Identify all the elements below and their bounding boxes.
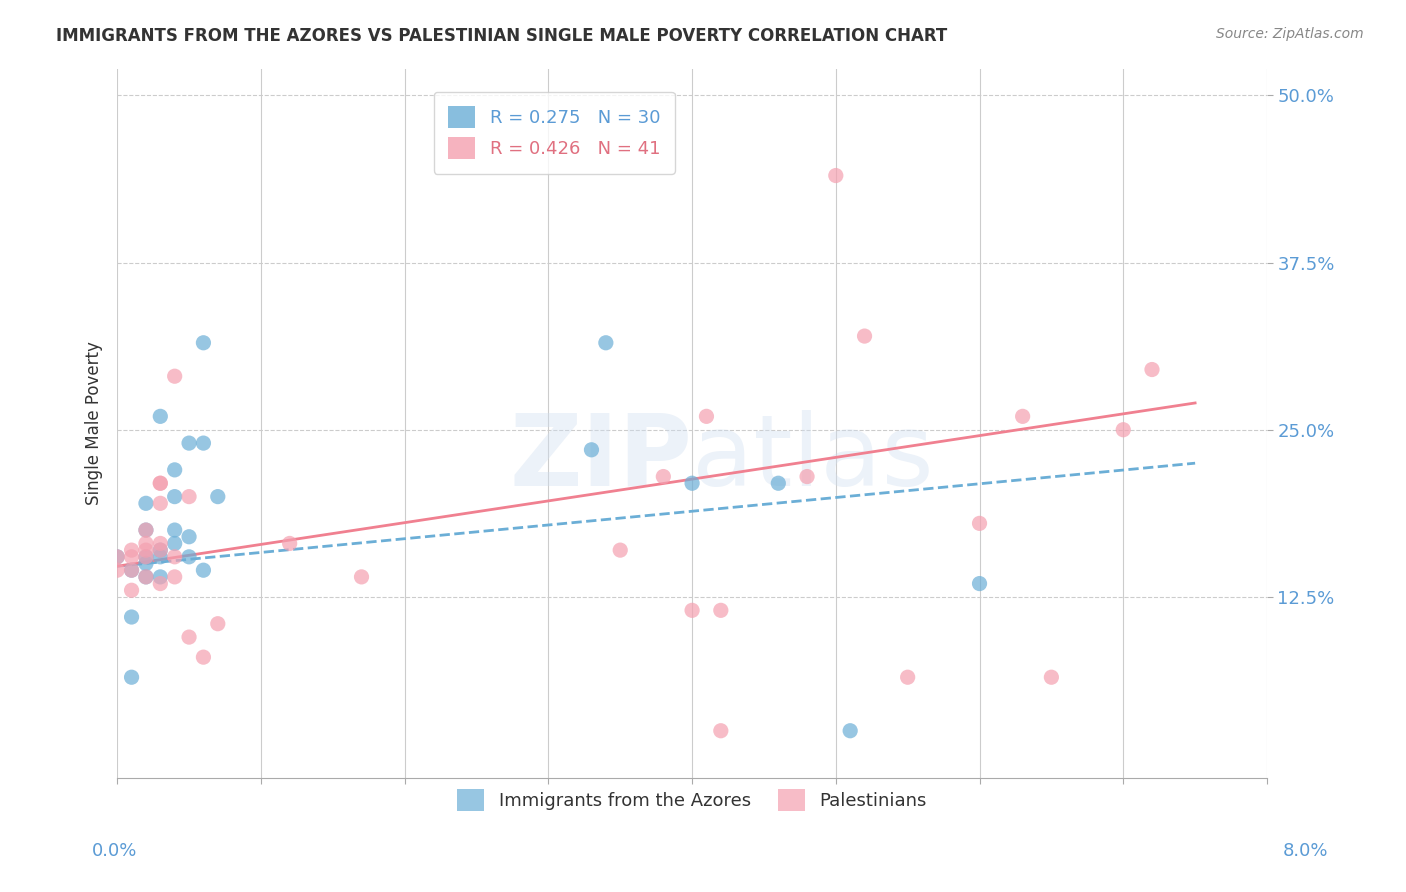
Point bbox=[135, 523, 157, 537]
Text: IMMIGRANTS FROM THE AZORES VS PALESTINIAN SINGLE MALE POVERTY CORRELATION CHART: IMMIGRANTS FROM THE AZORES VS PALESTINIA… bbox=[56, 27, 948, 45]
Point bbox=[193, 436, 215, 450]
Point bbox=[135, 543, 157, 558]
Point bbox=[149, 576, 172, 591]
Point bbox=[207, 616, 229, 631]
Point bbox=[193, 563, 215, 577]
Point bbox=[135, 523, 157, 537]
Point bbox=[135, 570, 157, 584]
Point bbox=[839, 723, 862, 738]
Point bbox=[121, 610, 143, 624]
Point bbox=[149, 476, 172, 491]
Point bbox=[163, 490, 186, 504]
Point bbox=[796, 469, 818, 483]
Point bbox=[278, 536, 301, 550]
Point bbox=[105, 549, 128, 564]
Text: atlas: atlas bbox=[692, 410, 934, 507]
Y-axis label: Single Male Poverty: Single Male Poverty bbox=[86, 341, 103, 505]
Point bbox=[135, 536, 157, 550]
Point bbox=[350, 570, 373, 584]
Point bbox=[1112, 423, 1135, 437]
Point bbox=[193, 650, 215, 665]
Point bbox=[969, 576, 991, 591]
Point bbox=[121, 549, 143, 564]
Point bbox=[1011, 409, 1033, 424]
Point bbox=[121, 543, 143, 558]
Point bbox=[681, 603, 703, 617]
Point bbox=[149, 409, 172, 424]
Point bbox=[121, 583, 143, 598]
Point bbox=[149, 549, 172, 564]
Point bbox=[710, 603, 733, 617]
Point bbox=[1040, 670, 1063, 684]
Point bbox=[853, 329, 876, 343]
Point bbox=[609, 543, 631, 558]
Point bbox=[710, 723, 733, 738]
Point bbox=[135, 570, 157, 584]
Point bbox=[135, 549, 157, 564]
Point bbox=[121, 563, 143, 577]
Point bbox=[824, 169, 846, 183]
Point bbox=[135, 557, 157, 571]
Point bbox=[207, 490, 229, 504]
Point bbox=[768, 476, 790, 491]
Point bbox=[695, 409, 717, 424]
Point bbox=[163, 463, 186, 477]
Point bbox=[149, 496, 172, 510]
Point bbox=[177, 490, 200, 504]
Point bbox=[163, 570, 186, 584]
Point bbox=[177, 630, 200, 644]
Point bbox=[149, 476, 172, 491]
Text: 8.0%: 8.0% bbox=[1284, 842, 1329, 860]
Point bbox=[163, 536, 186, 550]
Point bbox=[135, 549, 157, 564]
Point bbox=[193, 335, 215, 350]
Point bbox=[163, 523, 186, 537]
Point bbox=[149, 543, 172, 558]
Point bbox=[135, 496, 157, 510]
Point bbox=[149, 536, 172, 550]
Text: 0.0%: 0.0% bbox=[91, 842, 136, 860]
Legend: Immigrants from the Azores, Palestinians: Immigrants from the Azores, Palestinians bbox=[443, 774, 942, 825]
Point bbox=[595, 335, 617, 350]
Point bbox=[652, 469, 675, 483]
Text: ZIP: ZIP bbox=[509, 410, 692, 507]
Point bbox=[177, 549, 200, 564]
Point bbox=[163, 369, 186, 384]
Point bbox=[969, 516, 991, 531]
Point bbox=[149, 543, 172, 558]
Point bbox=[177, 530, 200, 544]
Point bbox=[121, 670, 143, 684]
Point bbox=[177, 436, 200, 450]
Point bbox=[121, 563, 143, 577]
Text: Source: ZipAtlas.com: Source: ZipAtlas.com bbox=[1216, 27, 1364, 41]
Point bbox=[1140, 362, 1163, 376]
Point bbox=[581, 442, 603, 457]
Point bbox=[149, 570, 172, 584]
Point bbox=[105, 563, 128, 577]
Point bbox=[163, 549, 186, 564]
Point bbox=[681, 476, 703, 491]
Point bbox=[105, 549, 128, 564]
Point bbox=[897, 670, 920, 684]
